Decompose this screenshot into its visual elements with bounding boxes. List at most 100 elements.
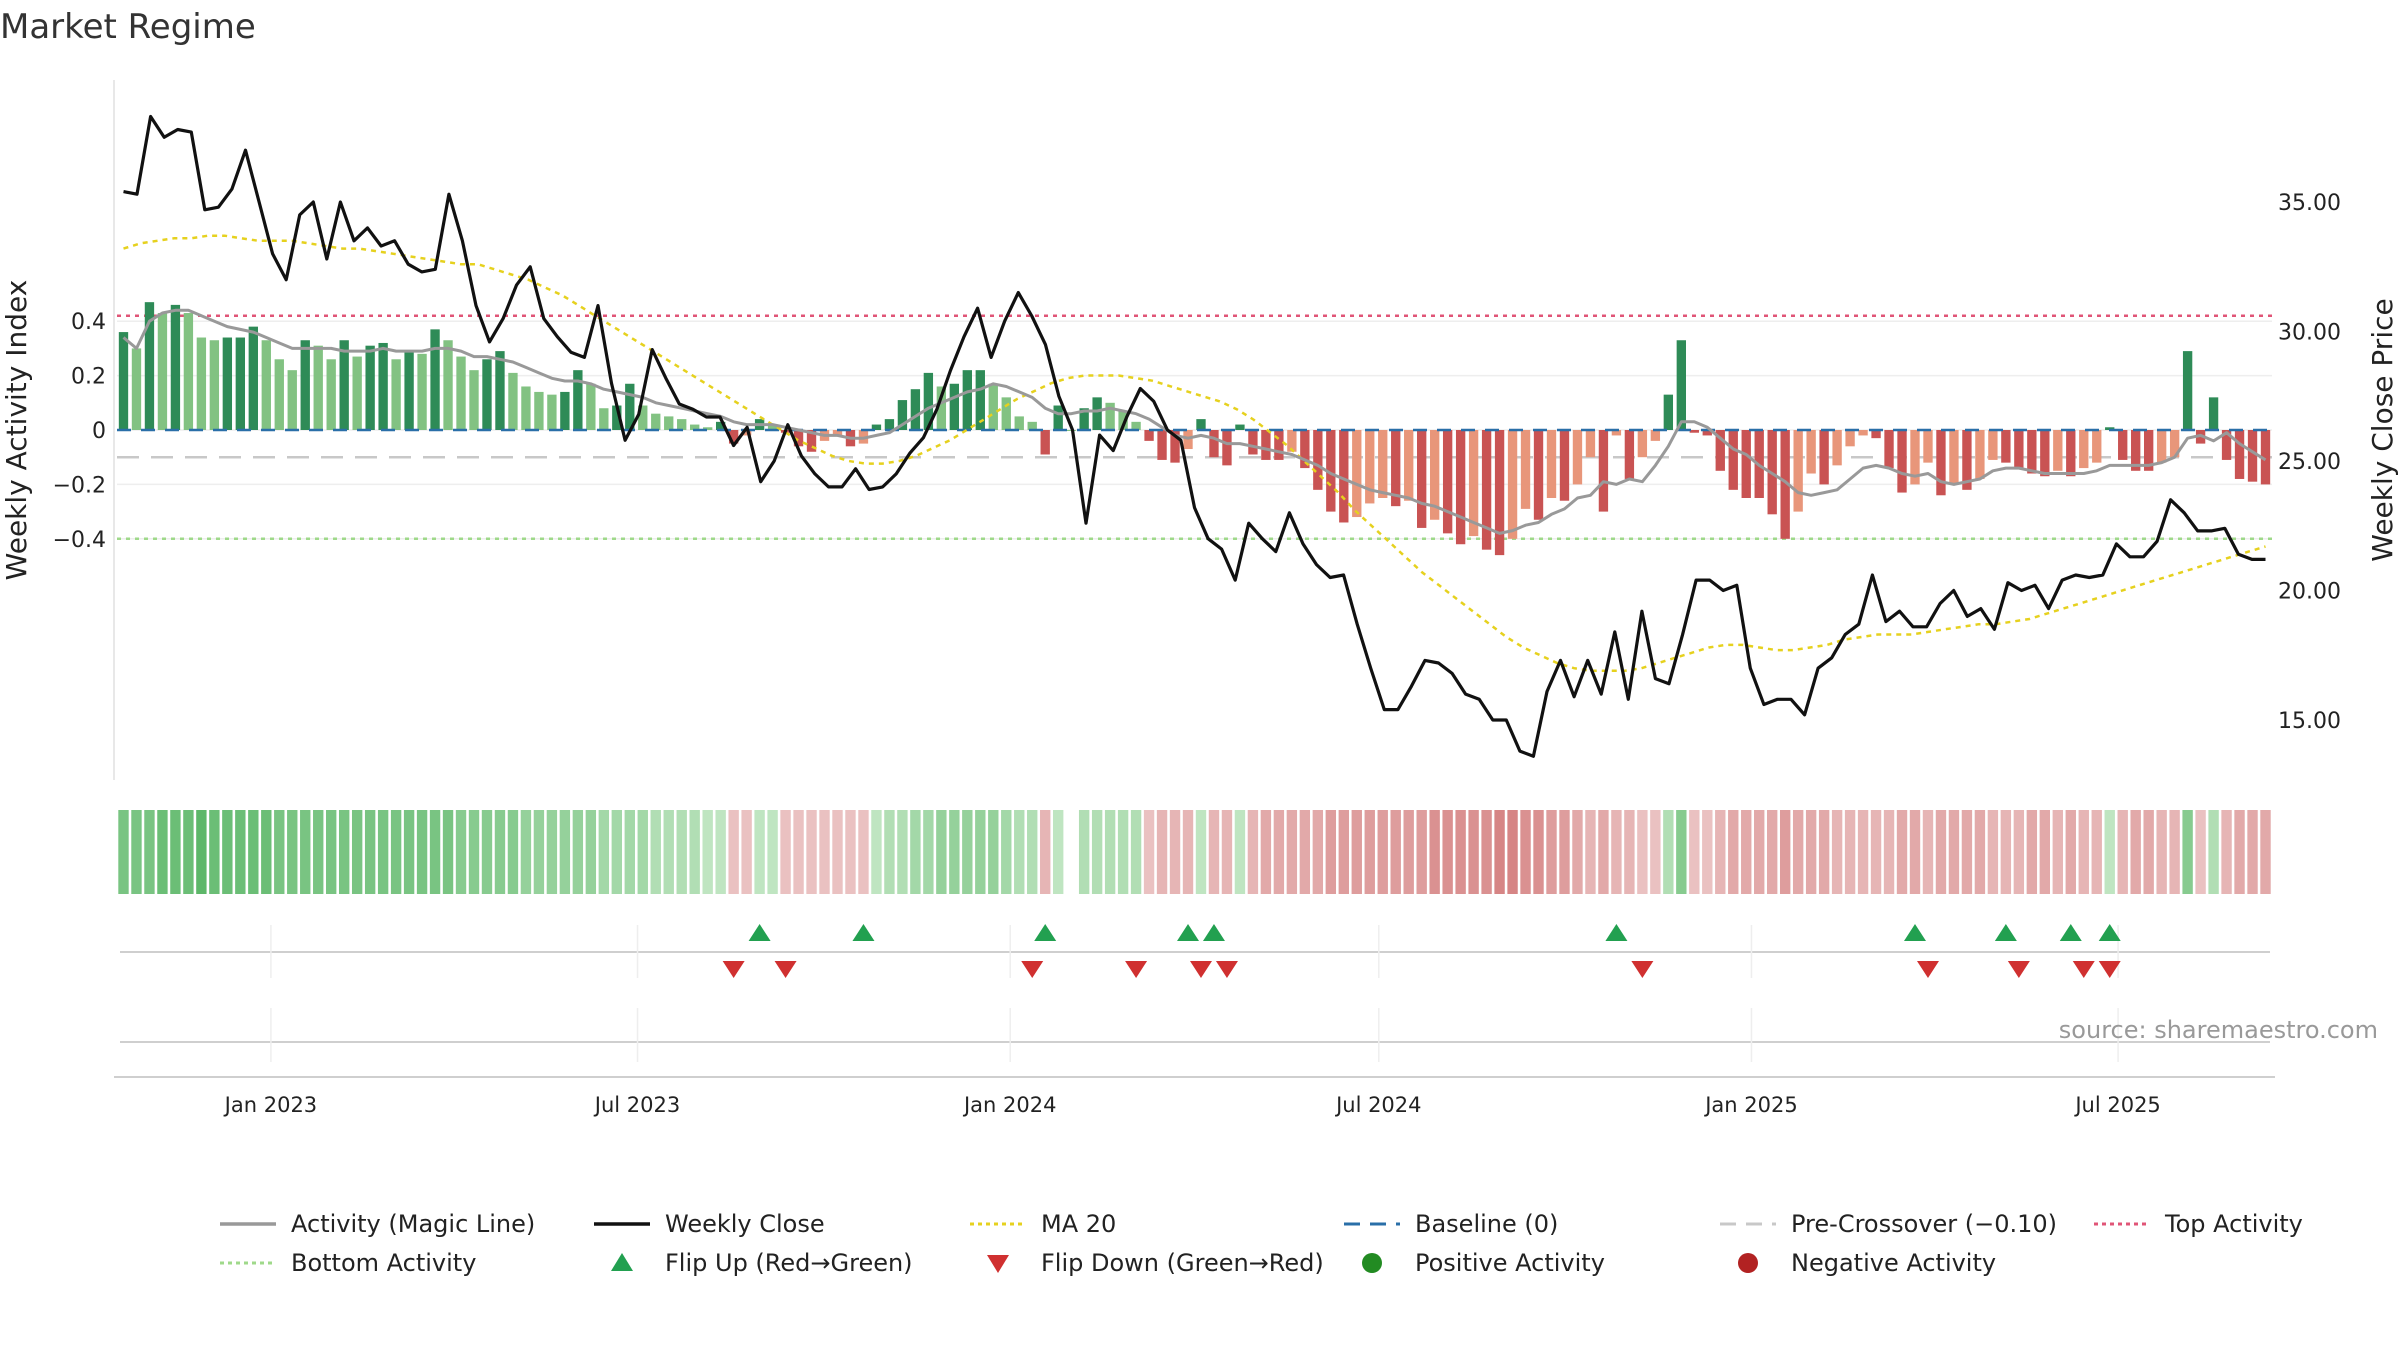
activity-bar: [209, 340, 220, 430]
ribbon-cell: [598, 810, 610, 894]
activity-bar: [261, 340, 271, 430]
legend-item: Activity (Magic Line): [220, 1210, 535, 1238]
activity-bar: [806, 430, 817, 452]
activity-bar: [2001, 430, 2011, 463]
activity-bar: [793, 430, 804, 447]
activity-bar: [326, 359, 336, 430]
ribbon-cell: [1559, 810, 1570, 894]
activity-bar: [897, 400, 908, 430]
ribbon-cell: [637, 810, 648, 894]
ribbon-cell: [1805, 810, 1817, 894]
ribbon-cell: [1961, 810, 1973, 894]
ribbon-cell: [1065, 810, 1077, 894]
left-tick-label: 0.4: [71, 310, 106, 335]
ribbon-cell: [1221, 810, 1233, 894]
legend-item: Flip Up (Red→Green): [611, 1249, 913, 1277]
ribbon-cell: [2026, 810, 2038, 894]
activity-bar: [1572, 430, 1583, 485]
ribbon-cell: [949, 810, 960, 894]
activity-bar: [1196, 419, 1206, 430]
ribbon-cell: [1247, 810, 1259, 894]
activity-bar: [1962, 430, 1972, 490]
x-tick-label: Jan 2024: [962, 1093, 1057, 1117]
activity-bar: [547, 394, 557, 430]
legend-item: Top Activity: [2094, 1210, 2303, 1238]
activity-bar: [118, 332, 129, 430]
ribbon-cell: [559, 810, 571, 894]
ribbon-cell: [468, 810, 480, 894]
activity-bar: [715, 421, 726, 430]
ribbon-cell: [910, 810, 921, 894]
activity-bar: [352, 356, 362, 430]
legend-swatch-dot: [1362, 1253, 1382, 1273]
activity-bar: [612, 405, 622, 430]
ribbon-cell: [728, 810, 739, 894]
activity-bar: [2131, 430, 2141, 471]
activity-bar: [2260, 430, 2271, 485]
activity-bar: [1858, 430, 1868, 436]
ma20-line: [123, 234, 2266, 673]
activity-bar: [1949, 430, 1959, 485]
ribbon-cell: [1741, 810, 1752, 894]
ribbon-cell: [702, 810, 713, 894]
activity-bar: [664, 416, 674, 430]
activity-bar: [741, 430, 752, 436]
ribbon-cell: [403, 810, 415, 894]
activity-bar: [1845, 430, 1855, 447]
activity-bar: [871, 424, 882, 430]
activity-bar: [832, 430, 843, 436]
ribbon-cell: [494, 810, 506, 894]
flip-down-marker: [2098, 961, 2121, 978]
activity-bar: [1819, 430, 1829, 485]
ribbon-cell: [572, 810, 584, 894]
ribbon-cell: [585, 810, 597, 894]
ribbon-cell: [650, 810, 661, 894]
left-axis-ticks: 0.4 0.2 0 −0.2 −0.4: [53, 310, 106, 553]
activity-bar: [1533, 430, 1544, 520]
activity-bar: [2027, 430, 2037, 474]
legend-item: Bottom Activity: [220, 1249, 476, 1277]
activity-bar: [1352, 430, 1362, 518]
activity-bar: [2182, 351, 2193, 430]
flip-up-marker: [1605, 924, 1628, 941]
activity-bar: [508, 372, 518, 430]
ribbon-cell: [793, 810, 804, 894]
ribbon-cell: [1637, 810, 1648, 894]
ribbon-cell: [1896, 810, 1908, 894]
ribbon-cell: [1027, 810, 1038, 894]
activity-bar: [1793, 430, 1803, 512]
ribbon-cell: [1260, 810, 1272, 894]
activity-bar: [1391, 430, 1401, 507]
activity-bar: [1001, 397, 1011, 430]
ribbon-cell: [1844, 810, 1856, 894]
activity-bar: [183, 313, 194, 430]
activity-bar: [651, 413, 661, 430]
ribbon-cell: [1870, 810, 1882, 894]
activity-bar: [1585, 430, 1596, 458]
ribbon-cell: [118, 810, 129, 894]
activity-bar: [222, 337, 233, 430]
ribbon-cell: [1195, 810, 1207, 894]
flip-down-marker: [1631, 961, 1654, 978]
activity-bar: [767, 424, 778, 430]
activity-bar: [975, 370, 985, 430]
right-axis-ticks: 35.00 30.00 25.00 20.00 15.00: [2278, 191, 2341, 734]
activity-bar: [1559, 430, 1570, 501]
legend-item: Pre-Crossover (−0.10): [1720, 1210, 2057, 1238]
ribbon-cell: [780, 810, 791, 894]
activity-bar: [456, 356, 466, 430]
ribbon-cell: [248, 810, 259, 894]
ribbon-cell: [416, 810, 428, 894]
activity-bar: [1676, 340, 1686, 430]
activity-bar: [690, 424, 700, 430]
ribbon-cell: [1767, 810, 1778, 894]
activity-bar: [1546, 430, 1557, 498]
ribbon-cell: [1130, 810, 1142, 894]
activity-bar: [1507, 430, 1518, 539]
activity-bar: [1611, 430, 1622, 436]
activity-bar: [378, 342, 388, 430]
activity-bar: [1689, 430, 1699, 433]
x-tick-label: Jan 2025: [1703, 1093, 1798, 1117]
activity-bar: [495, 351, 505, 430]
ribbon-cell: [1182, 810, 1194, 894]
